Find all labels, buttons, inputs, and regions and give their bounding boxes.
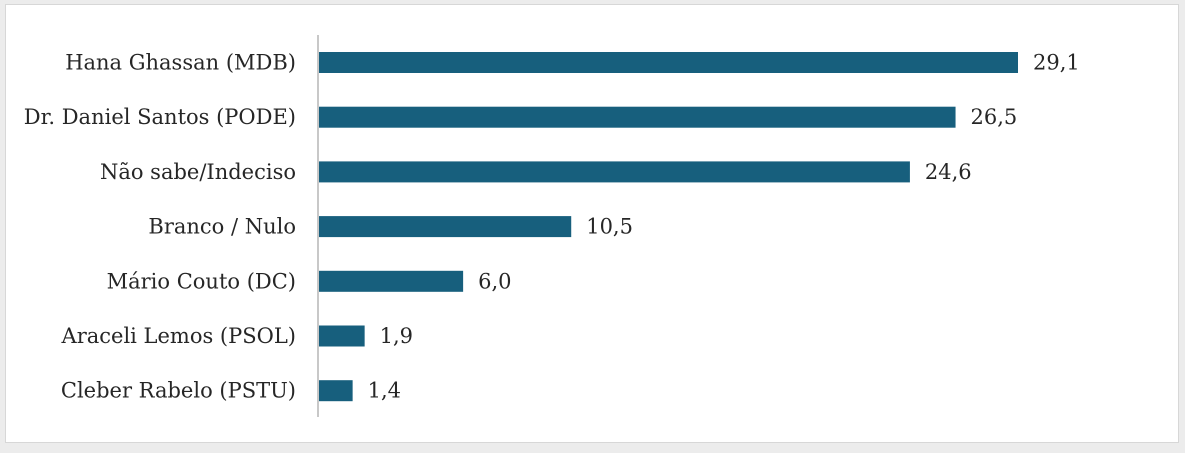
value-label: 6,0 <box>478 269 511 293</box>
bar <box>319 325 365 347</box>
value-label: 29,1 <box>1033 51 1080 75</box>
category-label: Não sabe/Indeciso <box>100 160 296 184</box>
bar <box>319 161 910 183</box>
bar <box>319 270 464 292</box>
value-label: 26,5 <box>971 105 1018 129</box>
category-label: Hana Ghassan (MDB) <box>65 51 296 75</box>
value-label: 10,5 <box>586 215 633 239</box>
category-label: Araceli Lemos (PSOL) <box>61 324 296 348</box>
value-label: 1,9 <box>380 324 413 348</box>
bar-chart: Hana Ghassan (MDB) 29,1 Dr. Daniel Santos … <box>24 35 1080 417</box>
category-label: Cleber Rabelo (PSTU) <box>61 379 296 403</box>
bars-group: Hana Ghassan (MDB) 29,1 Dr. Daniel Santos … <box>24 51 1080 403</box>
chart-panel: Hana Ghassan (MDB) 29,1 Dr. Daniel Santos … <box>5 4 1179 443</box>
bar <box>319 216 572 238</box>
category-label: Mário Couto (DC) <box>107 269 296 293</box>
bar <box>319 380 353 402</box>
value-label: 24,6 <box>925 160 972 184</box>
bar <box>319 52 1018 73</box>
value-label: 1,4 <box>368 379 401 403</box>
category-label: Dr. Daniel Santos (PODE) <box>24 105 296 129</box>
category-label: Branco / Nulo <box>148 215 296 239</box>
bar <box>319 106 956 128</box>
